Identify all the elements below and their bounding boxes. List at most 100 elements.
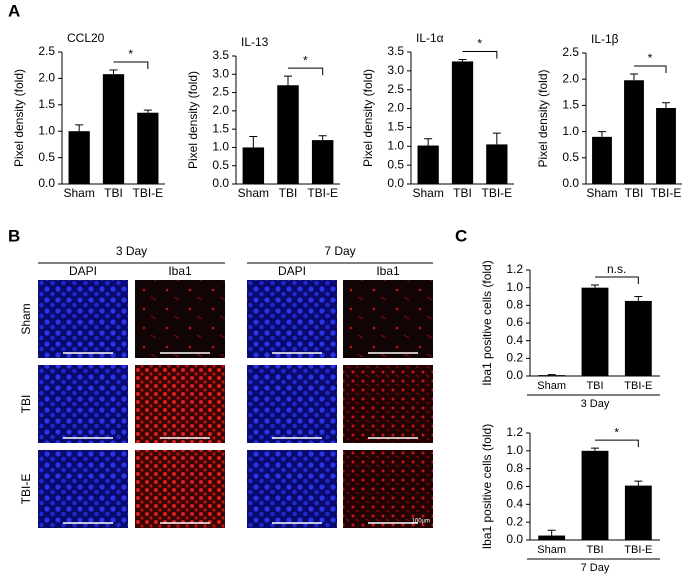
group-label: 7 Day — [324, 244, 355, 258]
bar — [68, 131, 90, 184]
micrograph — [343, 280, 433, 358]
y-tick-label: 1.5 — [212, 121, 229, 135]
y-axis-label: Pixel density (fold) — [12, 69, 26, 167]
y-tick-label: 1.2 — [506, 425, 523, 439]
significance-label: * — [303, 53, 308, 67]
y-tick-label: 3.5 — [212, 48, 229, 62]
y-tick-label: 0.2 — [506, 351, 523, 365]
y-tick-label: 1.0 — [212, 140, 229, 154]
bar — [592, 136, 612, 184]
y-tick-label: 1.0 — [506, 280, 523, 294]
x-tick-label: TBI-E — [307, 186, 338, 200]
bar — [417, 145, 439, 184]
chart-title: IL-13 — [241, 35, 269, 49]
micrograph — [38, 365, 128, 443]
significance-bracket — [595, 439, 639, 448]
significance-label: * — [128, 47, 133, 61]
scale-bar-label: 100µm — [412, 519, 430, 525]
x-tick-label: TBI-E — [481, 186, 512, 200]
error-bar — [591, 284, 599, 288]
bar — [102, 74, 125, 184]
x-tick-label: TBI — [453, 186, 472, 200]
error-bar — [75, 124, 84, 132]
x-tick-label: TBI — [586, 544, 603, 556]
y-tick-label: 0.0 — [212, 176, 229, 190]
micrograph — [38, 450, 128, 528]
y-tick-label: 0.4 — [506, 333, 523, 347]
bar — [581, 287, 609, 376]
chart-title: IL-1α — [416, 31, 444, 45]
y-tick-label: 0.5 — [562, 150, 579, 164]
significance-bracket — [288, 67, 324, 76]
bar — [538, 535, 566, 540]
error-bar — [634, 480, 643, 486]
error-bar — [634, 296, 643, 301]
x-tick-label: TBI — [104, 186, 123, 200]
significance-bracket — [634, 65, 667, 73]
error-bar — [109, 69, 118, 75]
y-tick-label: 2.0 — [387, 101, 404, 115]
x-tick-label: Sham — [586, 186, 617, 200]
y-axis-label: Pixel density (fold) — [361, 69, 375, 167]
y-tick-label: 2.5 — [38, 44, 55, 58]
x-tick-label: TBI-E — [624, 544, 652, 556]
y-tick-label: 0.6 — [506, 479, 523, 493]
error-bar — [662, 102, 670, 109]
row-label: Sham — [19, 303, 33, 334]
y-tick-label: 0.0 — [387, 176, 404, 190]
x-tick-label: TBI-E — [132, 186, 163, 200]
y-tick-label: 2.0 — [562, 71, 579, 85]
y-tick-label: 0.5 — [212, 158, 229, 172]
x-tick-label: Sham — [63, 186, 94, 200]
micrograph — [247, 365, 337, 443]
x-tick-label: TBI — [279, 186, 298, 200]
y-tick-label: 0.6 — [506, 315, 523, 329]
group-label: 3 Day — [116, 244, 147, 258]
y-axis-label: Pixel density (fold) — [536, 69, 550, 167]
error-bar — [249, 135, 258, 148]
significance-label: * — [648, 51, 653, 65]
x-axis-label: 7 Day — [581, 562, 610, 574]
y-tick-label: 1.2 — [506, 262, 523, 276]
y-tick-label: 2.5 — [387, 82, 404, 96]
x-tick-label: Sham — [238, 186, 269, 200]
significance-bracket — [462, 51, 498, 59]
y-tick-label: 0.2 — [506, 514, 523, 528]
y-tick-label: 1.5 — [562, 98, 579, 112]
y-tick-label: 3.0 — [212, 66, 229, 80]
error-bar — [547, 529, 556, 536]
x-axis-label: 3 Day — [581, 398, 610, 410]
y-tick-label: 0.5 — [387, 157, 404, 171]
chart-title: IL-1β — [591, 32, 619, 46]
significance-label: * — [477, 37, 482, 51]
stain-label: DAPI — [69, 264, 97, 278]
micrograph — [247, 450, 337, 528]
y-axis-label: Iba1 positive cells (fold) — [480, 424, 494, 549]
bar — [242, 147, 265, 184]
y-tick-label: 0.8 — [506, 461, 523, 475]
y-tick-label: 0.4 — [506, 497, 523, 511]
y-tick-label: 0.0 — [38, 176, 55, 190]
x-tick-label: TBI — [586, 380, 603, 392]
x-tick-label: Sham — [537, 544, 566, 556]
micrograph — [135, 280, 225, 358]
x-tick-label: Sham — [412, 186, 443, 200]
stain-label: Iba1 — [168, 264, 192, 278]
row-label: TBI — [19, 395, 33, 414]
y-tick-label: 1.0 — [38, 123, 55, 137]
y-tick-label: 1.0 — [387, 138, 404, 152]
bar — [137, 112, 159, 184]
micrograph — [38, 280, 128, 358]
y-tick-label: 0.0 — [562, 176, 579, 190]
bar — [624, 485, 652, 540]
x-tick-label: TBI — [625, 186, 644, 200]
chart-title: CCL20 — [67, 31, 105, 45]
error-bar — [591, 447, 599, 451]
y-tick-label: 0.8 — [506, 298, 523, 312]
row-label: TBI-E — [19, 474, 33, 505]
error-bar — [630, 73, 638, 81]
error-bar — [598, 131, 606, 137]
micrograph — [135, 450, 225, 528]
panel-label: C — [455, 226, 467, 245]
y-tick-label: 2.0 — [38, 71, 55, 85]
